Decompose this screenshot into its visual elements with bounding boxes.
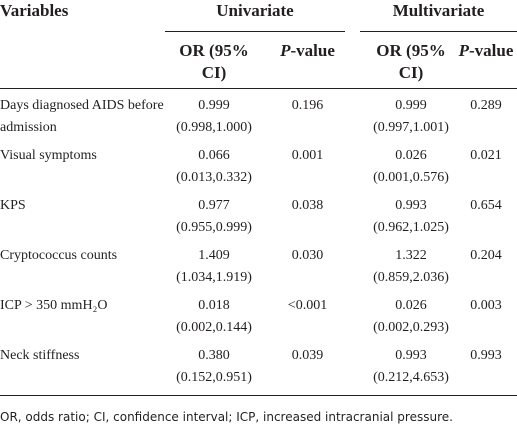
group-rule [360, 31, 517, 32]
ci-value: (0.002,0.144) [176, 320, 252, 335]
header-variables: Variables [0, 1, 69, 20]
p-value: 0.001 [291, 148, 324, 163]
or-value: 1.322 [395, 248, 427, 263]
p-suffix: -value [290, 41, 335, 60]
header-rule [0, 88, 517, 89]
p-value: 0.021 [470, 148, 502, 163]
ci-value: (0.962,1.025) [373, 220, 449, 235]
row-label: Visual symptoms [0, 148, 97, 163]
row-label: KPS [0, 198, 26, 213]
or-value: 0.066 [198, 148, 230, 163]
ci-value: (0.013,0.332) [176, 170, 252, 185]
ci-value: (0.998,1.000) [176, 120, 252, 135]
row-label: Cryptococcus counts [0, 248, 118, 263]
ci-value: (0.997,1.001) [373, 120, 449, 135]
ci-value: (0.859,2.036) [373, 270, 449, 285]
p-suffix: -value [469, 41, 514, 60]
row-label: ICP > 350 mmH₂O [0, 298, 108, 313]
group-rule [165, 31, 345, 32]
p-value: 0.196 [291, 98, 324, 113]
p-value: 0.038 [291, 198, 324, 213]
or-value: 0.993 [395, 198, 427, 213]
or-value: 0.380 [198, 348, 230, 363]
ci-value: (0.001,0.576) [373, 170, 449, 185]
or-value: 0.018 [198, 298, 230, 313]
header-p: P-value [270, 40, 345, 62]
or-value: 0.999 [395, 98, 427, 113]
p-value: 0.654 [470, 198, 502, 213]
row-label: Days diagnosed AIDS before admission [0, 98, 164, 135]
ci-value: (0.002,0.293) [373, 320, 449, 335]
header-group: Multivariate [392, 1, 485, 20]
header-or: OR (95% CI) [376, 41, 446, 82]
header-p: P-value [455, 40, 517, 62]
header-group: Univariate [216, 1, 294, 20]
or-value: 0.026 [395, 148, 427, 163]
footnote: OR, odds ratio; CI, confidence interval;… [0, 410, 453, 424]
or-value: 0.999 [198, 98, 230, 113]
p-value: 0.003 [470, 298, 502, 313]
or-value: 0.026 [395, 298, 427, 313]
ci-value: (0.955,0.999) [176, 220, 252, 235]
or-value: 1.409 [198, 248, 230, 263]
p-value: 0.039 [291, 348, 324, 363]
header-or: OR (95% CI) [179, 41, 249, 82]
row-label: Neck stiffness [0, 348, 80, 363]
ci-value: (0.152,0.951) [176, 370, 252, 385]
bottom-rule [0, 395, 517, 396]
ci-value: (1.034,1.919) [176, 270, 252, 285]
p-symbol: P [280, 41, 291, 60]
p-value: 0.030 [291, 248, 324, 263]
p-value: <0.001 [287, 298, 328, 313]
or-value: 0.993 [395, 348, 427, 363]
ci-value: (0.212,4.653) [373, 370, 449, 385]
p-value: 0.204 [470, 248, 502, 263]
p-value: 0.993 [470, 348, 502, 363]
p-value: 0.289 [470, 98, 502, 113]
or-value: 0.977 [198, 198, 230, 213]
p-symbol: P [458, 41, 469, 60]
